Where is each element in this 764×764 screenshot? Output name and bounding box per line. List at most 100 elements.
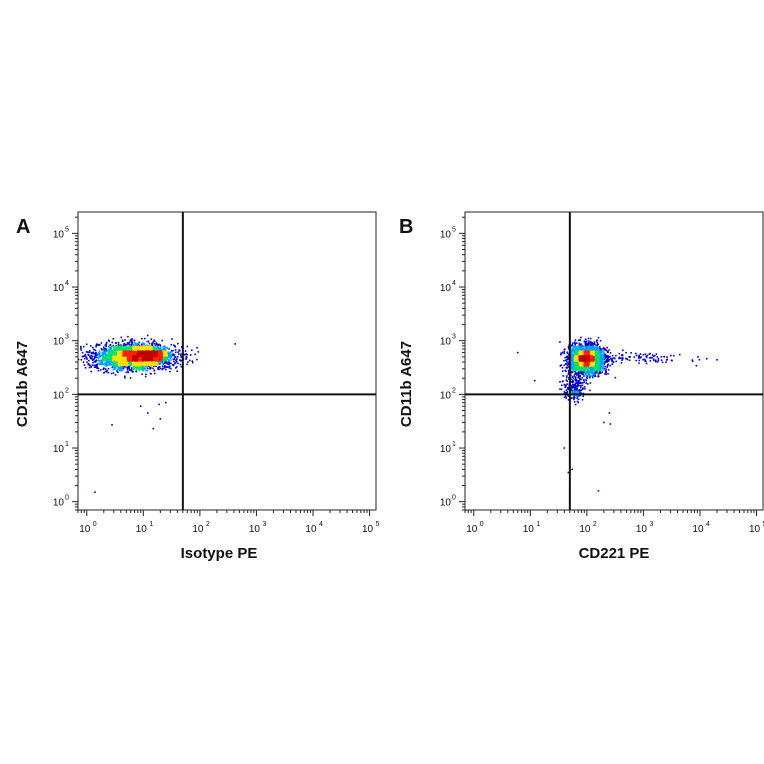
event-dot [92, 346, 94, 349]
event-dot [145, 347, 147, 349]
event-dot [601, 363, 604, 366]
event-dot [653, 359, 655, 362]
event-dot [574, 387, 576, 390]
event-dot [150, 365, 152, 367]
event-dot [599, 351, 602, 354]
event-dot [596, 366, 598, 369]
event-dot [109, 351, 112, 353]
event-dot [125, 353, 128, 355]
event-dot [576, 345, 579, 348]
event-dot [567, 357, 570, 359]
event-dot [575, 362, 578, 365]
event-dot [638, 359, 641, 362]
event-dot [577, 372, 579, 374]
event-dot [125, 347, 128, 350]
event-dot [577, 367, 580, 369]
event-dot [576, 384, 579, 387]
event-dot [571, 379, 574, 381]
event-dot [109, 357, 112, 360]
event-dot [140, 349, 143, 351]
event-dot [594, 351, 597, 353]
event-dot [568, 371, 570, 373]
event-dot [571, 371, 574, 373]
event-dot [596, 350, 598, 352]
event-dot [129, 364, 132, 366]
event-dot [125, 360, 128, 363]
x-axis-title-a: Isotype PE [181, 545, 258, 562]
event-dot [124, 353, 127, 355]
event-dot [585, 372, 588, 374]
event-dot [566, 361, 568, 363]
event-dot [602, 358, 604, 360]
event-dot [597, 356, 600, 359]
event-dot [649, 352, 651, 355]
event-dot [578, 391, 580, 394]
event-dot [88, 364, 91, 367]
event-dot [591, 345, 594, 348]
event-dot [630, 352, 632, 354]
event-dot [125, 349, 128, 351]
event-dot [566, 383, 569, 385]
event-dot [147, 367, 149, 370]
event-dot [173, 358, 175, 360]
event-dot [105, 358, 107, 361]
event-dot [576, 353, 578, 356]
event-dot [184, 353, 186, 356]
event-dot [109, 349, 111, 351]
event-dot [159, 355, 162, 357]
event-dot [590, 370, 593, 373]
event-dot [148, 345, 151, 348]
event-dot [599, 348, 602, 351]
event-dot [574, 403, 577, 406]
event-dot [600, 366, 603, 369]
event-dot [102, 356, 104, 358]
event-dot [678, 353, 681, 356]
event-dot [144, 375, 147, 378]
event-dot [106, 355, 109, 358]
event-dot [161, 361, 163, 364]
event-dot [595, 346, 598, 349]
event-dot [93, 348, 95, 351]
event-dot [143, 356, 146, 359]
event-dot [133, 352, 135, 355]
event-dot [117, 358, 120, 361]
event-dot [130, 367, 133, 369]
event-dot [138, 341, 140, 344]
event-dot [580, 348, 582, 350]
event-dot [111, 350, 113, 353]
event-dot [642, 358, 644, 361]
event-dot [566, 375, 568, 377]
event-dot [131, 359, 134, 362]
event-dot [164, 346, 166, 349]
event-dot [100, 359, 103, 362]
event-dot [585, 382, 588, 384]
event-dot [116, 365, 118, 368]
event-dot [160, 361, 162, 363]
event-dot [576, 392, 578, 395]
event-dot [606, 361, 609, 363]
event-dot [167, 361, 170, 364]
event-dot [579, 366, 582, 368]
event-dot [80, 347, 82, 350]
event-dot [125, 354, 128, 357]
event-dot [643, 358, 646, 361]
event-dot [101, 353, 103, 355]
x-tick-exponent: 3 [262, 521, 266, 528]
event-dot [142, 342, 144, 344]
event-dot [596, 365, 599, 368]
event-dot [133, 362, 136, 364]
event-dot [126, 368, 129, 370]
event-dot [626, 358, 629, 361]
event-dot [600, 354, 603, 357]
event-dot [121, 348, 123, 351]
event-dot [595, 368, 597, 371]
event-dot [573, 350, 576, 352]
event-dot [140, 363, 143, 365]
event-dot [128, 348, 131, 350]
event-dot [132, 343, 135, 346]
event-dot [118, 355, 120, 357]
event-dot [178, 349, 181, 352]
event-dot [579, 376, 581, 378]
event-dot [153, 372, 156, 375]
event-dot [169, 357, 172, 360]
